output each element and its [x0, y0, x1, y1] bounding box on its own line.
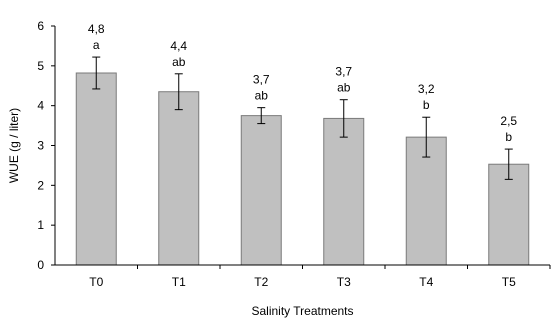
data-label-value: 3,7 [335, 65, 352, 79]
bar-t5 [488, 163, 530, 266]
y-tick-label: 5 [37, 59, 44, 73]
data-label-letter: ab [172, 55, 186, 69]
y-tick-label: 2 [37, 178, 44, 192]
x-tick-label-t1: T1 [172, 275, 186, 289]
data-label-letter: ab [255, 89, 269, 103]
x-tick-label-t5: T5 [502, 275, 516, 289]
data-label-value: 4,8 [88, 22, 105, 36]
y-axis-ticks: 0 1 2 3 4 5 6 [37, 19, 55, 272]
x-axis-title: Salinity Treatments [251, 304, 353, 318]
bar-t1 [158, 91, 200, 266]
bars-group [75, 72, 530, 266]
bar-t0 [75, 72, 117, 266]
data-label-value: 3,2 [418, 82, 435, 96]
x-tick-label-t3: T3 [337, 275, 351, 289]
y-tick-label: 0 [37, 258, 44, 272]
x-tick-label-t4: T4 [419, 275, 433, 289]
x-tick-label-t2: T2 [254, 275, 268, 289]
x-axis-ticks: T0 T1 T2 T3 T4 T5 [89, 265, 551, 289]
data-labels-group: 4,8 a 4,4 ab 3,7 ab 3,7 ab 3,2 b 2,5 b [88, 22, 518, 144]
data-label-letter: ab [337, 81, 351, 95]
y-tick-label: 4 [37, 99, 44, 113]
y-tick-label: 3 [37, 139, 44, 153]
data-label-letter: b [423, 98, 430, 112]
error-bars-group [92, 56, 513, 180]
y-tick-label: 6 [37, 19, 44, 33]
y-axis-title: WUE (g / liter) [7, 108, 21, 183]
data-label-value: 3,7 [253, 73, 270, 87]
bar-t3 [323, 117, 365, 266]
y-tick-label: 1 [37, 218, 44, 232]
x-tick-label-t0: T0 [89, 275, 103, 289]
data-label-value: 4,4 [170, 39, 187, 53]
data-label-letter: a [93, 38, 100, 52]
data-label-value: 2,5 [500, 114, 517, 128]
bar-t2 [240, 115, 282, 266]
data-label-letter: b [505, 130, 512, 144]
